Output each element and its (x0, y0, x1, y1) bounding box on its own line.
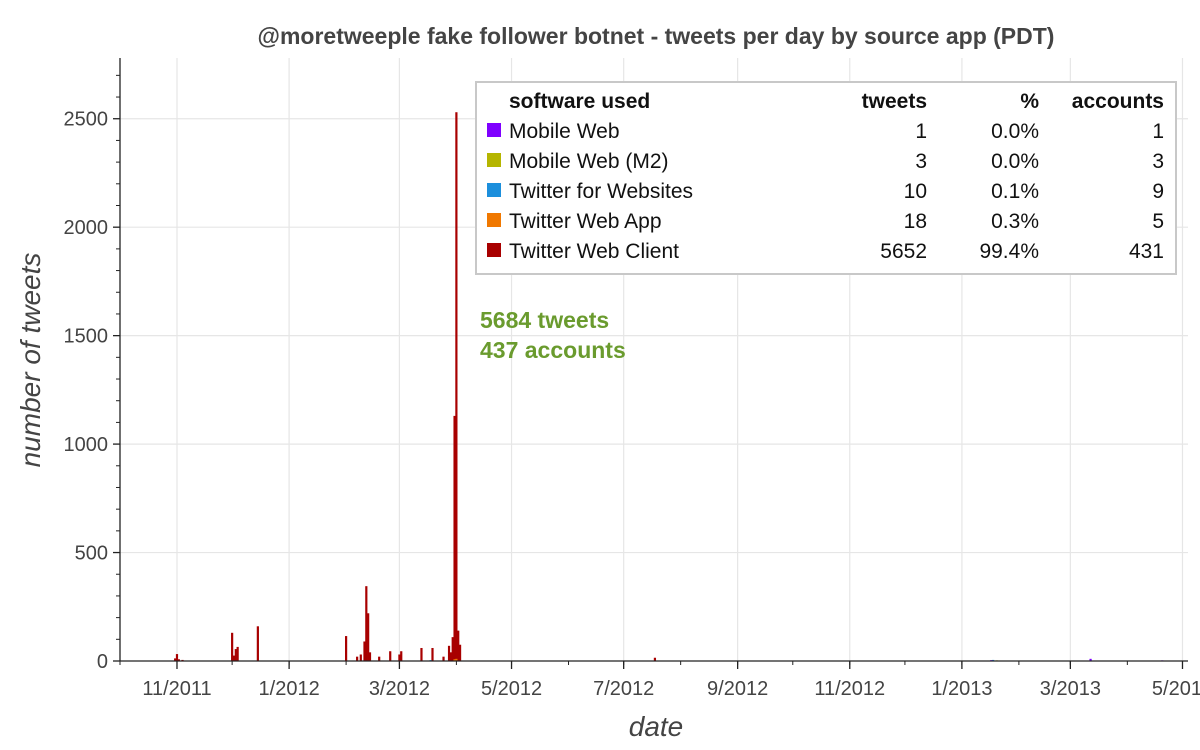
bar-twitter-web-client (449, 652, 452, 661)
legend-header-percent: % (1020, 90, 1039, 113)
annotation: 5684 tweets 437 accounts (480, 307, 626, 363)
legend-row-name: Twitter Web Client (509, 240, 679, 263)
axes (119, 58, 1188, 662)
legend-row-tweets: 3 (915, 150, 927, 173)
y-tick-label: 0 (97, 651, 108, 673)
bar-twitter-web-client (442, 656, 445, 661)
legend-row-accounts: 1 (1152, 120, 1164, 143)
bar-twitter-web-client (236, 646, 239, 661)
legend-swatch (487, 243, 501, 257)
y-tick-label: 2000 (64, 217, 109, 239)
legend-row-name: Twitter Web App (509, 210, 662, 233)
legend-row-tweets: 10 (904, 180, 927, 203)
legend-row-name: Mobile Web (M2) (509, 150, 669, 173)
x-tick-label: 11/2012 (814, 678, 885, 700)
legend: software used tweets % accounts Mobile W… (475, 81, 1177, 275)
legend-swatch (487, 183, 501, 197)
ticks: 0 500 1000 1500 2000 2500 11/2011 1/2012 3/2012 5… (64, 74, 1200, 700)
legend-row-accounts: 9 (1152, 180, 1164, 203)
legend-row-name: Twitter for Websites (509, 180, 693, 203)
legend-row-percent: 0.0% (991, 120, 1039, 143)
legend-row-percent: 99.4% (979, 240, 1039, 263)
bar-twitter-web-client (453, 415, 456, 661)
legend-row-tweets: 18 (904, 210, 927, 233)
legend-row-accounts: 3 (1152, 150, 1164, 173)
legend-header-software: software used (509, 90, 650, 113)
x-tick-label: 1/2013 (931, 678, 992, 700)
x-tick-label: 7/2012 (593, 678, 654, 700)
x-axis-label: date (629, 711, 684, 742)
x-tick-label: 1/2012 (259, 678, 320, 700)
bar-twitter-web-client (174, 658, 177, 661)
legend-row-tweets: 5652 (880, 240, 927, 263)
legend-row-accounts: 5 (1152, 210, 1164, 233)
bar-twitter-web-client (256, 626, 259, 661)
legend-row-percent: 0.0% (991, 150, 1039, 173)
bar-twitter-web-client (344, 636, 348, 661)
x-tick-label: 3/2013 (1040, 678, 1101, 700)
y-tick-label: 1000 (64, 434, 109, 456)
x-tick-label: 5/2012 (481, 678, 542, 700)
bar-twitter-web-client (363, 641, 366, 661)
legend-box (475, 81, 1177, 275)
legend-swatch (487, 153, 501, 167)
bar-twitter-web-client (177, 659, 180, 661)
bar-mobile-web (1089, 658, 1092, 661)
bar-twitter-web-client (378, 656, 381, 661)
x-tick-label: 11/2011 (142, 678, 211, 700)
x-tick-label: 3/2012 (369, 678, 430, 700)
bar-twitter-web-client (653, 657, 657, 661)
y-tick-label: 2500 (64, 109, 109, 131)
y-tick-label: 500 (75, 543, 108, 565)
legend-swatch (487, 213, 501, 227)
legend-row-percent: 0.3% (991, 210, 1039, 233)
bar-twitter-web-client (398, 654, 401, 661)
x-tick-label: 9/2012 (707, 678, 768, 700)
bar-twitter-web-client (359, 654, 362, 661)
legend-header-accounts: accounts (1072, 90, 1164, 113)
annotation-tweets: 5684 tweets (480, 307, 609, 333)
bar-twitter-web-client (455, 112, 458, 661)
bar-twitter-web-client (451, 637, 454, 661)
annotation-accounts: 437 accounts (480, 337, 626, 363)
bar-twitter-web-client (232, 655, 236, 661)
bar-twitter-web-client (234, 649, 237, 661)
chart-title: @moretweeple fake follower botnet - twee… (258, 23, 1055, 49)
y-tick-label: 1500 (64, 326, 109, 348)
bar-twitter-web-client (175, 654, 179, 661)
bar-twitter-web-client (367, 613, 370, 661)
bar-twitter-web-client (231, 632, 234, 661)
legend-header-tweets: tweets (862, 90, 927, 113)
legend-row-accounts: 431 (1129, 240, 1164, 263)
bar-twitter-web-client (420, 647, 423, 661)
legend-swatch (487, 123, 501, 137)
bar-twitter-web-app (453, 659, 456, 661)
y-axis-label: number of tweets (15, 253, 46, 468)
bar-twitter-web-client (447, 645, 451, 661)
bar-twitter-web-client (431, 647, 434, 661)
bars-layer (174, 112, 1164, 662)
bar-twitter-web-client (368, 652, 372, 661)
bar-twitter-web-client (457, 630, 460, 661)
bar-twitter-web-client (400, 651, 403, 661)
bar-twitter-web-client (365, 586, 368, 661)
bar-twitter-web-app (455, 658, 458, 661)
legend-row-tweets: 1 (915, 120, 927, 143)
legend-rows: Mobile Web 1 0.0% 1 Mobile Web (M2) 3 0.0% 3 Twi… (487, 120, 1164, 263)
bar-twitter-web-client (458, 644, 462, 661)
x-tick-label: 5/2013 (1152, 678, 1200, 700)
legend-row-percent: 0.1% (991, 180, 1039, 203)
legend-row-name: Mobile Web (509, 120, 620, 143)
bar-twitter-web-client (356, 656, 359, 661)
bar-twitter-web-client (389, 651, 392, 661)
